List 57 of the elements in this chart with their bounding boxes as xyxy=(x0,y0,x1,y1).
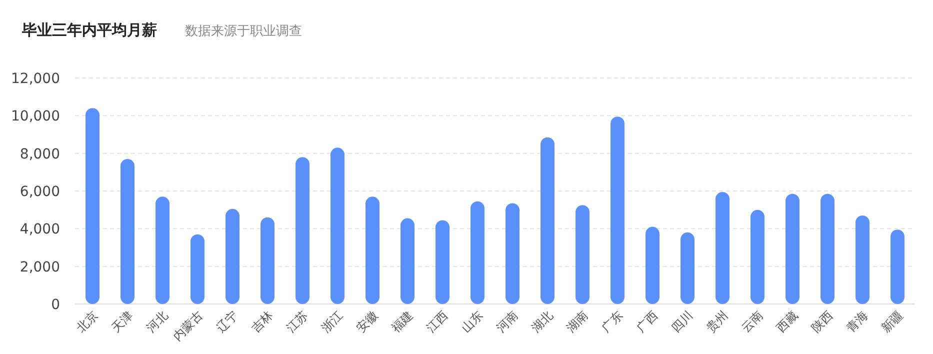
bar xyxy=(856,215,870,304)
x-tick-label: 河北 xyxy=(144,308,171,336)
y-tick-label: 4,000 xyxy=(20,222,60,238)
bar xyxy=(226,208,240,304)
x-tick-label: 北京 xyxy=(74,308,101,336)
bar xyxy=(716,192,730,304)
bar xyxy=(576,205,590,304)
bar xyxy=(86,108,100,304)
bar xyxy=(820,194,834,304)
x-tick-label: 福建 xyxy=(388,308,416,336)
x-tick-label: 贵州 xyxy=(704,308,731,336)
x-tick-label: 青海 xyxy=(844,308,871,336)
bar xyxy=(120,158,134,304)
x-tick-label: 广东 xyxy=(598,308,626,336)
bar xyxy=(366,196,380,304)
y-tick-label: 6,000 xyxy=(20,184,60,200)
x-tick-label: 广西 xyxy=(634,308,661,336)
y-tick-label: 0 xyxy=(51,297,60,313)
x-tick-label: 江西 xyxy=(424,308,451,336)
bar xyxy=(190,234,204,304)
chart-subtitle: 数据来源于职业调查 xyxy=(185,24,302,39)
x-tick-label: 四川 xyxy=(668,308,696,336)
bar xyxy=(540,137,554,304)
x-tick-label: 陕西 xyxy=(808,308,836,336)
x-tick-label: 吉林 xyxy=(248,308,276,336)
x-tick-label: 天津 xyxy=(108,308,136,336)
chart-title: 毕业三年内平均月薪 xyxy=(21,21,157,39)
bar xyxy=(330,148,344,304)
y-tick-label: 8,000 xyxy=(20,146,60,162)
x-tick-label: 安徽 xyxy=(354,308,381,336)
bar xyxy=(646,226,660,304)
x-tick-label: 云南 xyxy=(738,308,766,336)
bar xyxy=(296,157,310,304)
y-tick-label: 12,000 xyxy=(11,71,60,87)
x-tick-label: 湖北 xyxy=(528,308,556,336)
bar xyxy=(470,201,484,304)
x-tick-label: 湖南 xyxy=(564,308,591,336)
x-tick-label: 河南 xyxy=(494,308,521,336)
bar xyxy=(890,230,904,304)
bar xyxy=(750,210,764,304)
bar xyxy=(506,203,520,304)
bar xyxy=(436,220,450,304)
x-tick-label: 辽宁 xyxy=(214,308,241,336)
x-tick-label: 新疆 xyxy=(878,308,906,336)
bar xyxy=(156,196,170,304)
bar xyxy=(610,116,624,304)
y-tick-label: 10,000 xyxy=(11,108,60,125)
bar xyxy=(680,232,694,304)
x-tick-label: 江苏 xyxy=(284,308,311,336)
x-tick-label: 浙江 xyxy=(318,308,346,336)
bar xyxy=(786,194,800,304)
x-tick-label: 山东 xyxy=(458,308,486,336)
bar xyxy=(400,218,414,304)
y-tick-label: 2,000 xyxy=(20,259,60,276)
x-tick-label: 西藏 xyxy=(774,308,801,336)
x-tick-label: 内蒙古 xyxy=(170,308,206,344)
bar xyxy=(260,217,274,304)
